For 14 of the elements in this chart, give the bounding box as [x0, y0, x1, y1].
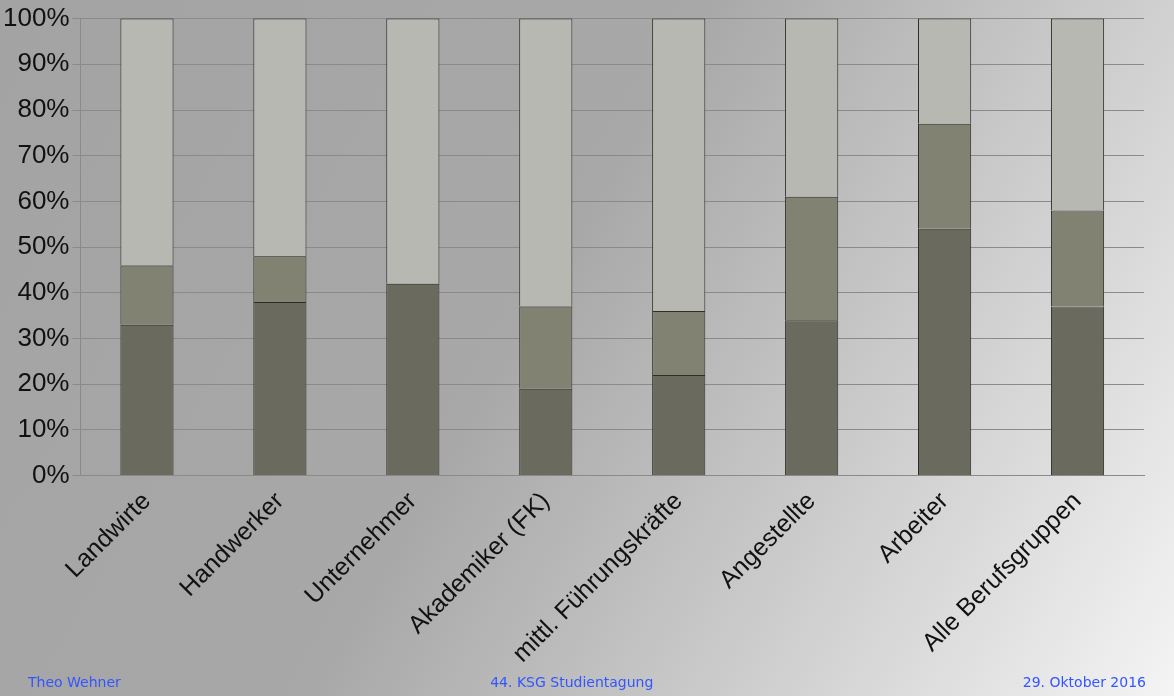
y-tick-label: 90%	[17, 47, 70, 78]
y-tick-label: 30%	[17, 321, 70, 352]
y-tick-label: 80%	[17, 93, 70, 124]
text: Theo Wehner	[28, 674, 121, 692]
y-tick-label: 10%	[17, 413, 70, 444]
text: 44. KSG Studientagung	[490, 674, 654, 692]
y-tick-label: 40%	[17, 276, 70, 307]
y-tick-label: 20%	[17, 367, 70, 398]
y-tick-label: 50%	[17, 230, 70, 261]
y-tick-label: 100%	[3, 1, 70, 32]
y-tick-label: 60%	[17, 184, 70, 215]
text: 29. Oktober 2016	[1022, 674, 1146, 692]
y-tick-label: 70%	[17, 138, 70, 169]
y-tick-label: 0%	[31, 458, 70, 489]
